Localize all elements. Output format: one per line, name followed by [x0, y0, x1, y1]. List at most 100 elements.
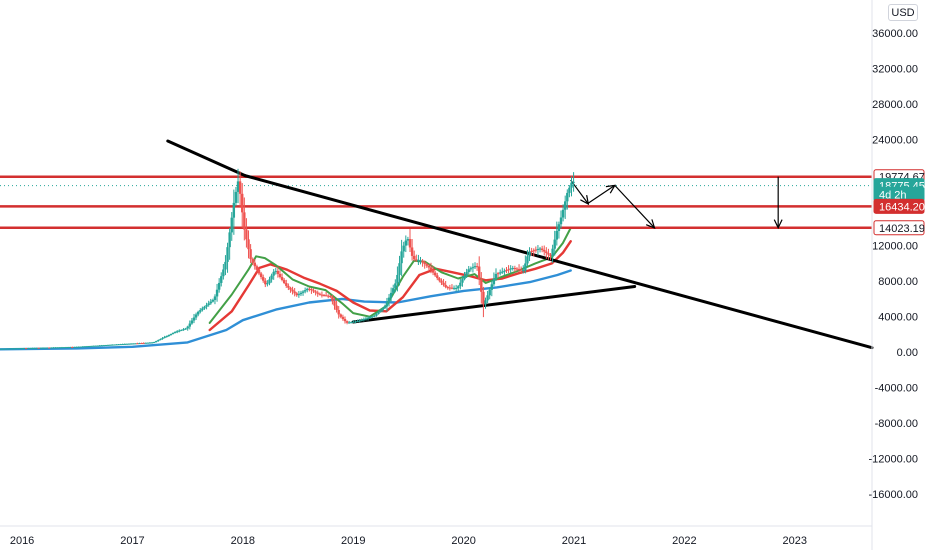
candle-body	[173, 331, 177, 333]
candle-body	[459, 282, 462, 287]
candle-body	[106, 344, 110, 346]
candle-body	[230, 217, 233, 233]
candle-body	[4, 348, 7, 350]
candle-body	[121, 344, 124, 346]
candle-body	[155, 341, 158, 343]
candle-body	[50, 347, 53, 349]
candle-body	[303, 290, 307, 292]
candle-body	[12, 348, 15, 350]
candle-body	[488, 289, 491, 296]
x-tick-label: 2021	[562, 535, 586, 547]
candle-body	[517, 269, 521, 271]
candle-body	[547, 253, 550, 255]
currency-selector[interactable]: USD	[888, 4, 918, 21]
price-tag-label: 16434.20	[879, 201, 925, 213]
candle-body	[559, 217, 563, 225]
candle-body	[551, 248, 554, 257]
candle-body	[310, 289, 313, 291]
candle-body	[140, 343, 143, 345]
candle-body	[394, 283, 397, 289]
candle-body	[228, 232, 231, 248]
candle-body	[232, 202, 236, 218]
candle-body	[345, 321, 349, 323]
candle-body	[264, 280, 267, 285]
candle-body	[35, 347, 38, 349]
candle-body	[270, 275, 273, 280]
candle-body	[312, 290, 315, 292]
candle-body	[213, 296, 217, 300]
candle-body	[486, 295, 489, 301]
candle-body	[404, 240, 408, 246]
candle-body	[29, 347, 32, 349]
candle-body	[69, 346, 72, 348]
candle-body	[496, 273, 500, 275]
candle-body	[396, 274, 399, 284]
candle-body	[33, 347, 36, 349]
candle-body	[115, 344, 118, 346]
candle-body	[37, 347, 40, 349]
candle-body	[492, 278, 496, 285]
candle-body	[287, 285, 290, 288]
candle-body	[123, 343, 126, 345]
candle-body	[324, 295, 328, 297]
candle-body	[104, 345, 108, 347]
candle-body	[568, 187, 571, 193]
trendline[interactable]	[351, 285, 637, 324]
candle-body	[494, 273, 498, 279]
candle-body	[366, 317, 370, 319]
price-tag-label: 4d 2h	[879, 189, 907, 201]
moving-average-fast-line	[208, 227, 572, 324]
candle-body	[8, 348, 11, 350]
projection-arrow-line[interactable]	[614, 184, 655, 229]
candle-body	[358, 320, 361, 322]
candle-body	[356, 321, 359, 323]
candle-body	[241, 193, 244, 213]
candle-body	[415, 259, 418, 261]
candle-body	[205, 305, 208, 307]
candle-body	[421, 260, 424, 263]
candle-body	[463, 275, 466, 280]
candle-body	[148, 342, 152, 344]
trendline[interactable]	[166, 139, 247, 178]
y-tick-label: 8000.00	[878, 276, 918, 288]
candle-body	[450, 287, 454, 289]
candle-body	[331, 296, 334, 302]
candle-body	[71, 346, 74, 348]
candle-body	[364, 318, 368, 320]
candle-body	[389, 292, 393, 298]
moving-average-long-line	[0, 269, 572, 351]
candle-body	[211, 299, 215, 302]
x-tick-label: 2019	[341, 535, 365, 547]
candle-body	[255, 266, 259, 270]
candle-body	[540, 248, 544, 251]
chart-lines	[0, 227, 572, 351]
candle-body	[58, 347, 61, 349]
candle-body	[108, 344, 112, 346]
trendline[interactable]	[243, 174, 874, 350]
candle-body	[163, 337, 166, 339]
candle-body	[484, 300, 487, 305]
candle-body	[381, 308, 384, 311]
candle-body	[509, 268, 512, 270]
candle-body	[354, 321, 357, 323]
candle-body	[408, 239, 412, 248]
projection-arrow-line[interactable]	[587, 184, 616, 204]
candle-body	[423, 262, 426, 265]
y-tick-label: 0.00	[897, 347, 918, 359]
candle-body	[442, 282, 445, 285]
candle-body	[436, 275, 439, 279]
candle-body	[373, 315, 376, 317]
candle-body	[22, 348, 26, 350]
candle-body	[553, 239, 556, 249]
candle-body	[532, 250, 535, 252]
x-tick-label: 2023	[782, 535, 806, 547]
candle-body	[440, 280, 443, 283]
candle-body	[543, 250, 546, 252]
candle-body	[146, 342, 150, 344]
candle-body	[60, 347, 64, 349]
candle-body	[165, 336, 168, 338]
candle-body	[259, 273, 263, 278]
candle-body	[427, 265, 431, 268]
candle-body	[253, 262, 257, 267]
